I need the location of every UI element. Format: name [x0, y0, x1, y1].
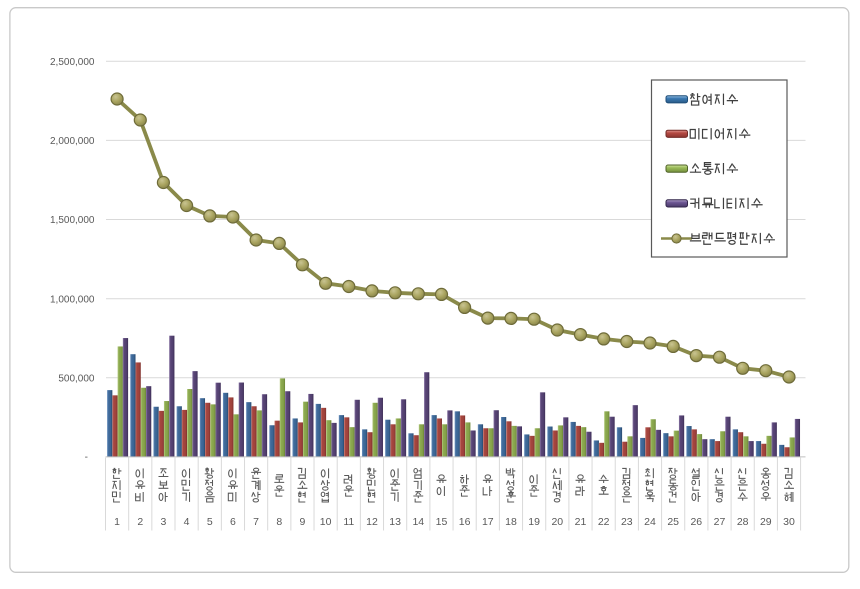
- svg-text:2,000,000: 2,000,000: [50, 136, 95, 147]
- svg-text:30: 30: [783, 516, 795, 528]
- svg-text:9: 9: [299, 516, 305, 528]
- svg-text:13: 13: [389, 516, 401, 528]
- svg-text:27: 27: [714, 516, 726, 528]
- svg-text:2: 2: [137, 516, 143, 528]
- svg-text:21: 21: [575, 516, 587, 528]
- svg-text:1,000,000: 1,000,000: [50, 294, 95, 305]
- svg-text:14: 14: [412, 516, 424, 528]
- svg-text:16: 16: [459, 516, 471, 528]
- svg-text:26: 26: [690, 516, 702, 528]
- svg-text:18: 18: [505, 516, 517, 528]
- svg-text:8: 8: [276, 516, 282, 528]
- svg-text:2,500,000: 2,500,000: [50, 57, 95, 68]
- svg-text:29: 29: [760, 516, 772, 528]
- svg-text:15: 15: [436, 516, 448, 528]
- svg-text:1: 1: [114, 516, 120, 528]
- svg-text:4: 4: [184, 516, 190, 528]
- svg-text:1,500,000: 1,500,000: [50, 215, 95, 226]
- svg-text:7: 7: [253, 516, 259, 528]
- svg-text:6: 6: [230, 516, 236, 528]
- svg-text:19: 19: [528, 516, 540, 528]
- svg-text:11: 11: [343, 516, 354, 528]
- svg-text:3: 3: [160, 516, 166, 528]
- svg-text:22: 22: [598, 516, 610, 528]
- svg-text:23: 23: [621, 516, 633, 528]
- svg-text:17: 17: [482, 516, 494, 528]
- svg-text:25: 25: [667, 516, 679, 528]
- svg-text:28: 28: [737, 516, 749, 528]
- svg-text:-: -: [85, 452, 88, 463]
- svg-text:24: 24: [644, 516, 656, 528]
- svg-text:500,000: 500,000: [58, 373, 95, 384]
- svg-text:10: 10: [320, 516, 332, 528]
- svg-text:12: 12: [366, 516, 378, 528]
- svg-text:5: 5: [207, 516, 213, 528]
- svg-text:20: 20: [551, 516, 563, 528]
